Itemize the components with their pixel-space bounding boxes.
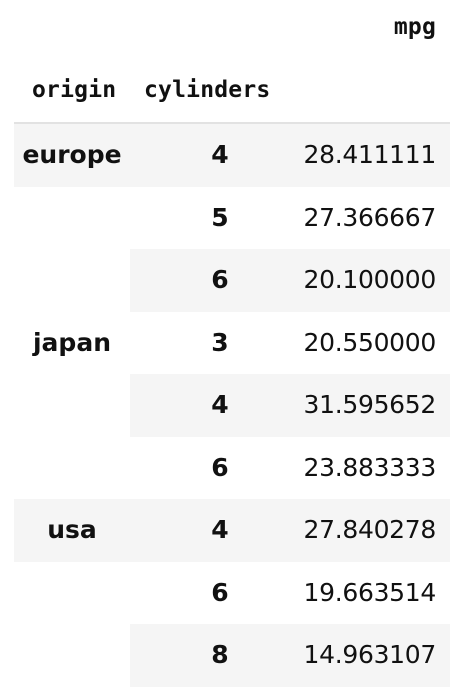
table-body: europe 4 28.411111 5 27.366667 6 20.100000 japa… [14,124,450,687]
row-mpg: 20.100000 [303,265,437,294]
table-row: europe 4 28.411111 [14,124,450,187]
row-mpg: 27.366667 [303,202,437,232]
row-cylinders: 4 [211,390,229,419]
row-cylinders: 6 [211,452,229,482]
row-stripe [130,374,450,437]
table-row: usa 4 27.840278 [14,499,450,562]
table-row: 6 20.100000 [14,249,450,312]
row-origin: japan [32,327,111,357]
row-stripe [14,499,450,562]
table-row: japan 3 20.550000 [14,312,450,375]
row-cylinders: 4 [211,140,229,169]
row-mpg: 28.411111 [303,140,437,169]
row-mpg: 14.963107 [303,640,437,669]
column-header-mpg: mpg [393,14,436,40]
column-header-row: mpg [14,0,450,62]
row-origin: usa [47,515,97,544]
index-header-origin: origin [32,77,117,103]
index-header-row: origin cylinders [14,62,450,124]
row-stripe [130,249,450,312]
table-row: 8 14.963107 [14,624,450,687]
row-cylinders: 4 [211,515,229,544]
index-header-cylinders: cylinders [144,77,271,103]
row-mpg: 19.663514 [303,577,437,607]
row-cylinders: 6 [211,577,229,607]
row-mpg: 20.550000 [303,327,437,357]
table-row: 6 19.663514 [14,562,450,625]
row-mpg: 27.840278 [303,515,437,544]
table-row: 4 31.595652 [14,374,450,437]
row-mpg: 31.595652 [303,390,437,419]
row-stripe [130,624,450,687]
row-origin: europe [22,140,122,169]
row-cylinders: 6 [211,265,229,294]
row-cylinders: 8 [211,640,229,669]
table-row: 5 27.366667 [14,187,450,250]
row-cylinders: 3 [211,327,229,357]
row-stripe [14,124,450,187]
dataframe-table: mpg origin cylinders europe 4 28.411111 5 27… [14,0,450,687]
row-mpg: 23.883333 [303,452,437,482]
row-cylinders: 5 [211,202,229,232]
table-row: 6 23.883333 [14,437,450,500]
